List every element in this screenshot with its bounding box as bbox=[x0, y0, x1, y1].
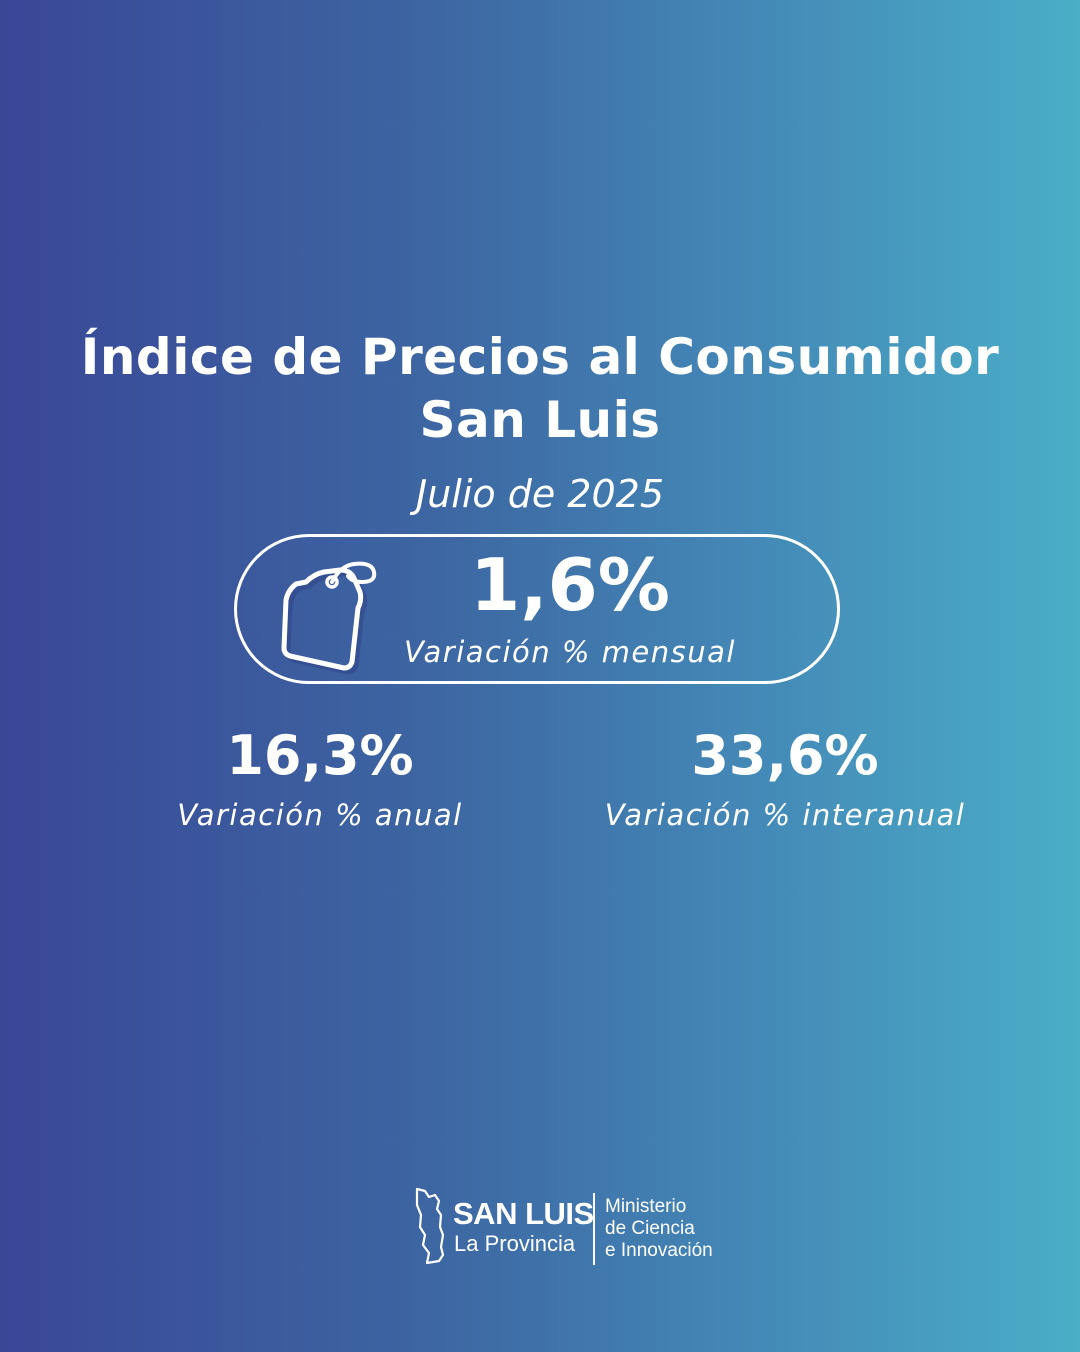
period-label: Julio de 2025 bbox=[415, 472, 665, 516]
government-logo: SAN LUIS La Provincia Ministerio de Cien… bbox=[413, 1187, 733, 1267]
interannual-variation-label: Variación % interanual bbox=[604, 798, 966, 832]
monthly-variation-value: 1,6% bbox=[470, 543, 670, 627]
page-subtitle: San Luis bbox=[419, 391, 661, 449]
ministry-line-1: Ministerio bbox=[605, 1196, 687, 1217]
logo-divider bbox=[593, 1193, 595, 1265]
price-tag-icon bbox=[281, 561, 377, 675]
monthly-variation-label: Variación % mensual bbox=[404, 635, 736, 669]
ministry-name: Ministerio de Ciencia e Innovación bbox=[605, 1196, 713, 1262]
annual-variation-value: 16,3% bbox=[226, 724, 414, 787]
province-map-icon bbox=[415, 1187, 445, 1265]
page-title: Índice de Precios al Consumidor bbox=[80, 328, 1000, 386]
monthly-variation-card bbox=[234, 534, 840, 684]
logo-brand: SAN LUIS bbox=[453, 1196, 594, 1231]
annual-variation-label: Variación % anual bbox=[177, 798, 463, 832]
logo-subtitle: La Provincia bbox=[454, 1231, 576, 1256]
ministry-line-3: e Innovación bbox=[605, 1240, 713, 1261]
interannual-variation-value: 33,6% bbox=[691, 724, 879, 787]
ministry-line-2: de Ciencia bbox=[605, 1218, 695, 1239]
